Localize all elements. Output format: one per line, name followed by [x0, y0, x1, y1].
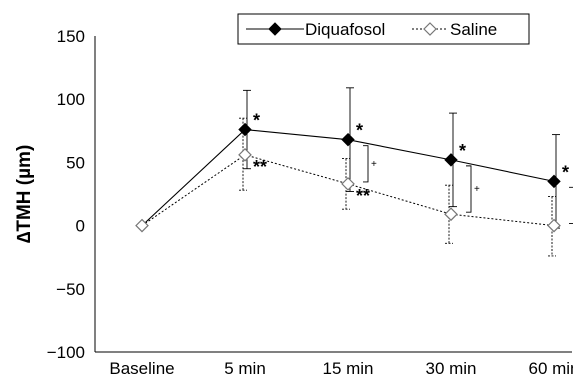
significance-saline: **: [253, 157, 267, 177]
legend: Diquafosol Saline: [237, 13, 530, 45]
diquafosol-point: [444, 153, 458, 167]
x-tick-label: 15 min: [322, 359, 373, 378]
legend-label-diquafosol: Diquafosol: [305, 20, 385, 39]
comparison-mark: +: [474, 184, 480, 195]
legend-label-saline: Saline: [450, 20, 497, 39]
comparison-bracket: [363, 145, 369, 183]
error-bars: [239, 87, 560, 257]
significance-diquafosol: *: [562, 162, 569, 182]
significance-annotations: ********+++: [253, 111, 573, 225]
saline-point: [547, 218, 561, 233]
significance-diquafosol: *: [253, 111, 260, 131]
x-axis-ticks: Baseline 5 min 15 min 30 min 60 min: [109, 359, 573, 378]
diquafosol-point: [547, 174, 561, 189]
y-tick-label: 100: [57, 90, 85, 109]
y-axis-ticks: 150 100 50 0 −50 −100: [47, 27, 85, 362]
legend-marker-saline: [423, 22, 437, 36]
significance-saline: **: [356, 186, 370, 206]
x-tick-label: Baseline: [109, 359, 174, 378]
significance-diquafosol: *: [356, 121, 363, 141]
y-tick-label: 50: [66, 153, 85, 172]
saline-point: [135, 218, 149, 233]
x-tick-label: 60 min: [528, 359, 573, 378]
significance-diquafosol: *: [459, 141, 466, 161]
diquafosol-point: [238, 122, 252, 137]
legend-marker-diquafosol: [268, 22, 282, 36]
y-tick-label: −100: [47, 343, 85, 362]
y-axis-label: ∆TMH (µm): [14, 145, 35, 244]
x-tick-label: 30 min: [425, 359, 476, 378]
x-tick-label: 5 min: [224, 359, 266, 378]
diquafosol-point: [341, 132, 355, 147]
y-tick-label: 150: [57, 27, 85, 46]
y-tick-label: −50: [56, 280, 85, 299]
comparison-bracket: [569, 186, 573, 225]
comparison-bracket: [466, 165, 472, 213]
axes: [94, 36, 572, 353]
y-tick-label: 0: [76, 217, 85, 236]
saline-point: [238, 147, 252, 162]
comparison-mark: +: [371, 159, 377, 170]
saline-point: [444, 207, 458, 222]
saline-point: [341, 177, 355, 191]
series-markers: [135, 122, 561, 233]
